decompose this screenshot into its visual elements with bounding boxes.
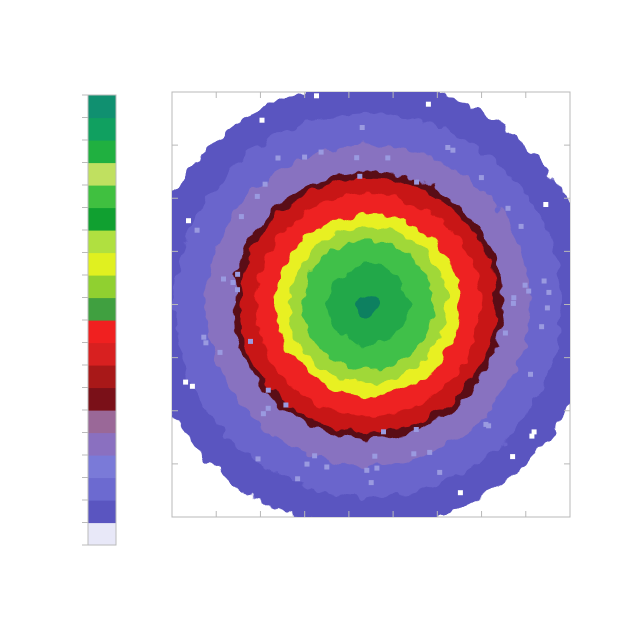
heatmap-speckle (510, 300, 516, 306)
heatmap-speckle (511, 295, 517, 301)
colorbar-segment (88, 297, 116, 321)
colorbar-segment (88, 252, 116, 276)
heatmap-speckle (235, 271, 241, 277)
colorbar-segment (88, 387, 116, 411)
heatmap-speckle (194, 227, 200, 233)
colorbar-segment (88, 117, 116, 141)
heatmap-speckle (522, 282, 528, 288)
heatmap-speckle (437, 469, 443, 475)
heatmap-speckle (295, 476, 301, 482)
colorbar-segment (88, 185, 116, 209)
heatmap-speckle (381, 429, 386, 435)
colorbar-segment (88, 342, 116, 366)
heatmap-speckle (302, 154, 308, 160)
heatmap-speckle (374, 465, 380, 471)
heatmap-speckle (354, 155, 360, 161)
heatmap-speckle (318, 149, 324, 155)
heatmap-speckle (457, 490, 463, 496)
heatmap-speckle (265, 387, 271, 393)
heatmap-speckle (505, 205, 511, 211)
heatmap-speckle (590, 337, 595, 342)
heatmap-speckle (541, 278, 547, 284)
heatmap-speckle (414, 179, 420, 185)
colorbar-segment (88, 477, 116, 501)
heatmap-speckle (275, 155, 281, 161)
heatmap-speckle (427, 449, 433, 455)
heatmap-speckle (529, 433, 535, 439)
heatmap-speckle (248, 338, 253, 344)
heatmap-speckle (544, 305, 550, 311)
heatmap-speckle (372, 453, 378, 459)
heatmap-contours (172, 92, 570, 517)
heatmap-contour-level (356, 293, 380, 317)
heatmap-speckle (189, 383, 195, 389)
heatmap-speckle (450, 147, 456, 153)
heatmap-speckle (478, 175, 484, 181)
heatmap-speckle (265, 405, 271, 411)
heatmap-speckle (483, 421, 489, 427)
heatmap-speckle (528, 371, 533, 377)
heatmap-speckle (238, 214, 244, 220)
heatmap-speckle (201, 334, 207, 340)
heatmap-speckle (510, 454, 516, 460)
heatmap-speckle (359, 125, 365, 130)
heatmap-speckle (312, 453, 318, 459)
heatmap-speckle (486, 423, 492, 429)
colorbar-segment (88, 432, 116, 456)
colorbar (82, 94, 117, 546)
colorbar-segment (88, 500, 116, 524)
heatmap-speckle (235, 287, 240, 293)
heatmap-speckle (364, 467, 370, 473)
heatmap-speckle (413, 427, 419, 432)
heatmap-speckle (411, 451, 417, 457)
heatmap-speckle (531, 429, 537, 435)
heatmap-speckle (254, 193, 260, 199)
heatmap-speckle (262, 181, 268, 187)
heatmap-speckle (203, 340, 209, 346)
heatmap-speckle (546, 289, 552, 295)
heatmap-speckle (324, 464, 330, 470)
heatmap-speckle (230, 280, 236, 285)
heatmap-speckle (526, 288, 532, 294)
colorbar-segment (88, 140, 116, 164)
heatmap-speckle (283, 402, 289, 408)
heatmap-speckle (255, 456, 261, 462)
heatmap-speckle (221, 276, 226, 282)
heatmap-speckle (543, 202, 549, 207)
heatmap-speckle (368, 480, 374, 486)
colorbar-segment (88, 95, 116, 119)
heatmap-speckle (385, 155, 391, 161)
heatmap-speckle (314, 93, 319, 99)
heatmap-speckle (164, 260, 169, 265)
heatmap-speckle (260, 411, 266, 417)
heatmap-speckle (502, 330, 508, 336)
heatmap-speckle (183, 379, 189, 385)
heatmap-field (162, 92, 595, 517)
colorbar-segment (88, 162, 116, 186)
heatmap-speckle (445, 145, 451, 150)
colorbar-segment (88, 230, 116, 254)
colorbar-segment (88, 207, 116, 231)
heatmap-speckle (162, 377, 167, 382)
colorbar-segment (88, 365, 116, 389)
heatmap-speckle (558, 424, 564, 430)
colorbar-segment (88, 410, 116, 434)
colorbar-segment (88, 522, 116, 546)
heatmap-speckle (425, 101, 431, 107)
heatmap-speckle (217, 349, 223, 355)
heatmap-speckle (357, 173, 363, 179)
axis-ticks (172, 92, 570, 517)
colorbar-segment (88, 320, 116, 344)
colorbar-segment (88, 455, 116, 479)
heatmap-speckle (186, 218, 191, 224)
colorbar-segment (88, 275, 116, 299)
heatmap-speckle (539, 324, 545, 330)
heatmap-speckle (259, 117, 265, 123)
heatmap-speckle (518, 223, 524, 229)
heatmap-speckle (304, 461, 310, 467)
